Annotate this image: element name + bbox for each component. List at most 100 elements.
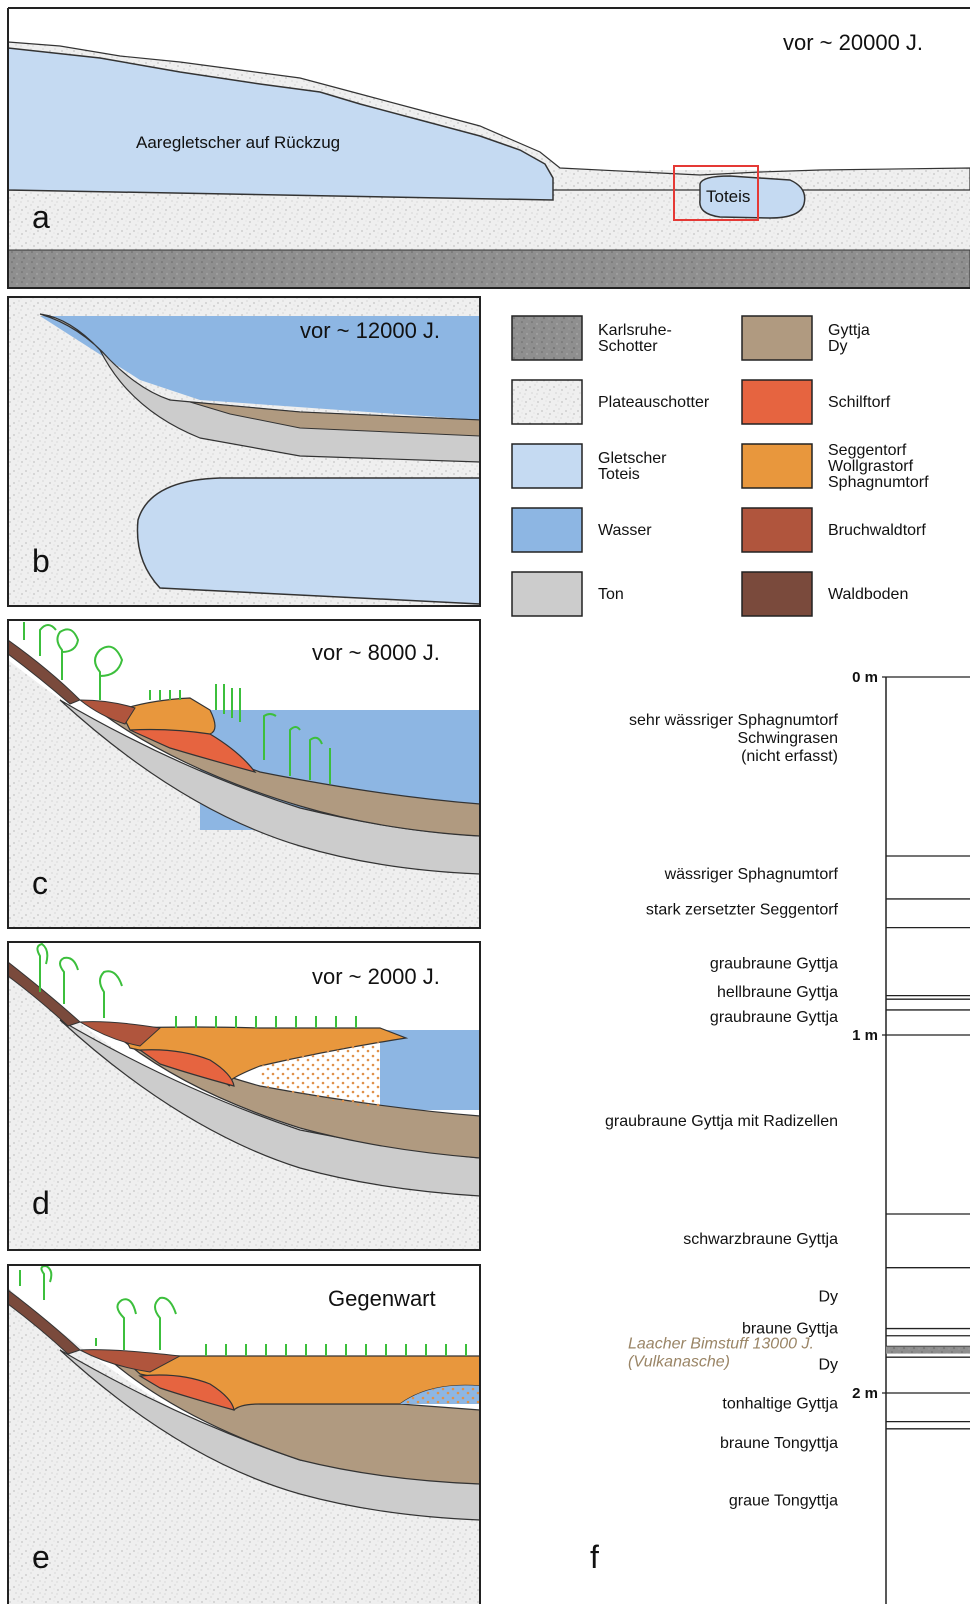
panel-letter-e: e bbox=[32, 1539, 50, 1575]
era-label-d: vor ~ 2000 J. bbox=[312, 964, 440, 989]
bruchwaldtorf-layer-c bbox=[78, 699, 136, 725]
legend-swatch bbox=[741, 571, 813, 617]
toteis-label: Toteis bbox=[706, 187, 750, 206]
layer-description: (nicht erfasst) bbox=[741, 748, 838, 765]
dotted-sediment-d bbox=[260, 1042, 380, 1110]
legend: Karlsruhe-Schotter Plateauschotter Gletsch… bbox=[511, 315, 929, 617]
bruchwaldtorf-layer-e bbox=[78, 1349, 182, 1373]
toteis-block bbox=[699, 175, 806, 219]
layer-description: schwarzbraune Gyttja bbox=[683, 1231, 838, 1248]
water-body bbox=[40, 316, 480, 420]
depth-label: 2 m bbox=[852, 1385, 878, 1402]
layer-description: graubraune Gyttja bbox=[710, 1009, 838, 1026]
era-label-a: vor ~ 20000 J. bbox=[783, 30, 923, 55]
ash-label: (Vulkanasche) bbox=[628, 1353, 730, 1370]
panel-b: vor ~ 12000 J. b bbox=[7, 296, 481, 607]
vegetation-c bbox=[23, 622, 331, 784]
legend-label: Wasser bbox=[598, 522, 652, 539]
clay-layer-d bbox=[59, 1019, 480, 1197]
layer-description: stark zersetzter Seggentorf bbox=[646, 902, 839, 919]
legend-item-schilftorf: Schilftorf bbox=[741, 379, 891, 425]
legend-swatch bbox=[511, 443, 583, 489]
legend-swatch bbox=[511, 507, 583, 553]
toteis-highlight-box bbox=[673, 165, 759, 221]
layer-description: tonhaltige Gyttja bbox=[722, 1396, 838, 1413]
clay-layer-e bbox=[59, 1349, 480, 1521]
water-body-d bbox=[380, 1030, 480, 1110]
panel-d: vor ~ 2000 J. d bbox=[7, 941, 481, 1251]
schilftorf-layer-d bbox=[138, 1049, 235, 1087]
panel-letter-d: d bbox=[32, 1185, 50, 1221]
layer-description: graubraune Gyttja bbox=[710, 955, 838, 972]
stratigraphic-column: f 0 m 1 m 2 m sehr wässriger SphagnumtorfSc… bbox=[590, 669, 970, 1604]
seggentorf-layer-c bbox=[119, 697, 216, 735]
panel-a: Aaregletscher auf Rückzug Toteis vor ~ 2… bbox=[7, 7, 970, 289]
panel-letter-c: c bbox=[32, 865, 48, 901]
panel-c: vor ~ 8000 J. c bbox=[7, 619, 481, 929]
legend-swatch bbox=[511, 379, 583, 425]
era-label-b: vor ~ 12000 J. bbox=[300, 318, 440, 343]
toteis-block-b bbox=[136, 477, 480, 605]
layer-description: hellbraune Gyttja bbox=[717, 984, 838, 1001]
legend-swatch bbox=[741, 507, 813, 553]
panel-e: Gegenwart e bbox=[7, 1264, 481, 1604]
legend-item-plateauschotter: Plateauschotter bbox=[511, 379, 710, 425]
legend-label: Sphagnumtorf bbox=[828, 474, 929, 491]
legend-swatch bbox=[511, 315, 583, 361]
layer-description: Dy bbox=[818, 1356, 838, 1373]
layer-description: graue Tongyttja bbox=[729, 1492, 838, 1509]
legend-label: Gletscher bbox=[598, 450, 667, 467]
aare-glacier bbox=[8, 47, 554, 201]
legend-label: Ton bbox=[598, 586, 624, 603]
layer-description: wässriger Sphagnumtorf bbox=[664, 866, 839, 883]
legend-label: Karlsruhe- bbox=[598, 322, 672, 339]
schilftorf-layer-e bbox=[138, 1374, 235, 1411]
legend-swatch bbox=[741, 379, 813, 425]
layer-description: sehr wässriger Sphagnumtorf bbox=[629, 712, 839, 729]
panel-letter-a: a bbox=[32, 199, 50, 235]
panel-letter-f: f bbox=[590, 1539, 599, 1575]
legend-item-waldboden: Waldboden bbox=[741, 571, 908, 617]
panel-letter-b: b bbox=[32, 543, 50, 579]
legend-label: Bruchwaldtorf bbox=[828, 522, 926, 539]
legend-label: Plateauschotter bbox=[598, 394, 710, 411]
era-label-c: vor ~ 8000 J. bbox=[312, 640, 440, 665]
waldboden-layer-c bbox=[8, 639, 81, 705]
legend-label: Waldboden bbox=[828, 586, 908, 603]
ash-band bbox=[886, 1346, 970, 1354]
depth-label: 0 m bbox=[852, 669, 878, 686]
legend-swatch bbox=[741, 443, 813, 489]
legend-label: Seggentorf bbox=[828, 442, 907, 459]
legend-swatch bbox=[511, 571, 583, 617]
vegetation-d bbox=[36, 942, 357, 1028]
legend-label: Schilftorf bbox=[828, 394, 891, 411]
legend-label: Schotter bbox=[598, 338, 658, 355]
glacier-label: Aaregletscher auf Rückzug bbox=[136, 133, 340, 152]
legend-swatch bbox=[741, 315, 813, 361]
legend-label: Dy bbox=[828, 338, 848, 355]
bruchwaldtorf-layer-d bbox=[78, 1021, 162, 1047]
legend-item-wasser: Wasser bbox=[511, 507, 652, 553]
legend-item-karlsruhe-schotter: Karlsruhe-Schotter bbox=[511, 315, 672, 361]
vegetation-e bbox=[19, 1265, 467, 1356]
clay-layer-c bbox=[59, 699, 480, 875]
waldboden-layer-d bbox=[8, 961, 81, 1027]
gyttja-layer bbox=[189, 401, 480, 437]
legend-label: Toteis bbox=[598, 466, 640, 483]
legend-label: Gyttja bbox=[828, 322, 870, 339]
karlsruhe-schotter-layer bbox=[8, 249, 970, 288]
legend-item-bruchwaldtorf: Bruchwaldtorf bbox=[741, 507, 926, 553]
layer-description: graubraune Gyttja mit Radizellen bbox=[605, 1113, 838, 1130]
legend-label: Wollgrastorf bbox=[828, 458, 914, 475]
depth-label: 1 m bbox=[852, 1027, 878, 1044]
layer-description: Dy bbox=[818, 1288, 838, 1305]
layer-description: braune Tongyttja bbox=[720, 1435, 838, 1452]
waldboden-layer-e bbox=[8, 1289, 81, 1355]
era-label-e: Gegenwart bbox=[328, 1286, 436, 1311]
layer-description: Schwingrasen bbox=[738, 730, 839, 747]
legend-item-ton: Ton bbox=[511, 571, 624, 617]
